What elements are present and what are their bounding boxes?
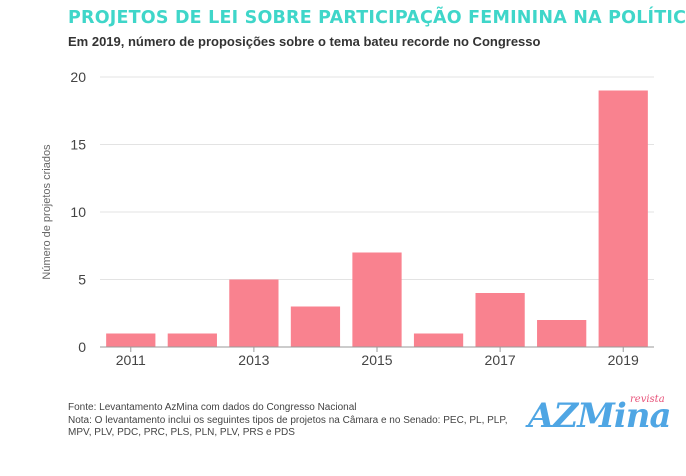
x-tick-label: 2013: [238, 352, 269, 368]
chart-title: Projetos de lei sobre participação femin…: [68, 8, 686, 28]
y-tick-label: 5: [78, 272, 86, 288]
bar-2014: [290, 306, 341, 347]
bar-2012: [167, 333, 217, 347]
source-note: Fonte: Levantamento AzMina com dados do …: [68, 402, 357, 413]
y-axis-label: Número de projetos criados: [41, 144, 53, 280]
y-tick-label: 0: [78, 339, 86, 355]
bar-2018: [537, 320, 587, 347]
methodology-note: Nota: O levantamento inclui os seguintes…: [68, 414, 508, 439]
bar-2016: [413, 333, 464, 347]
y-tick-label: 20: [70, 69, 86, 85]
bar-chart: 0 5 10 15 20 2011 2013 2015 2017 2019 Número de pr…: [41, 69, 654, 368]
bar-2011: [106, 333, 156, 347]
y-tick-label: 15: [70, 137, 86, 153]
bar-2019: [598, 90, 648, 347]
logo-wordmark: AZMina: [528, 396, 672, 436]
x-tick-label: 2017: [485, 352, 516, 368]
bar-2013: [229, 279, 279, 347]
bar-2017: [475, 293, 525, 347]
azmina-logo: AZMina revista: [524, 392, 672, 452]
y-tick-label: 10: [70, 204, 86, 220]
bar-2015: [352, 252, 402, 347]
footer: Fonte: Levantamento AzMina com dados do …: [68, 402, 518, 440]
x-tick-label: 2019: [608, 352, 639, 368]
logo-revista: revista: [630, 394, 665, 405]
x-tick-label: 2015: [361, 352, 392, 368]
x-tick-label: 2011: [116, 352, 146, 368]
chart-subtitle: Em 2019, número de proposições sobre o t…: [68, 34, 541, 49]
